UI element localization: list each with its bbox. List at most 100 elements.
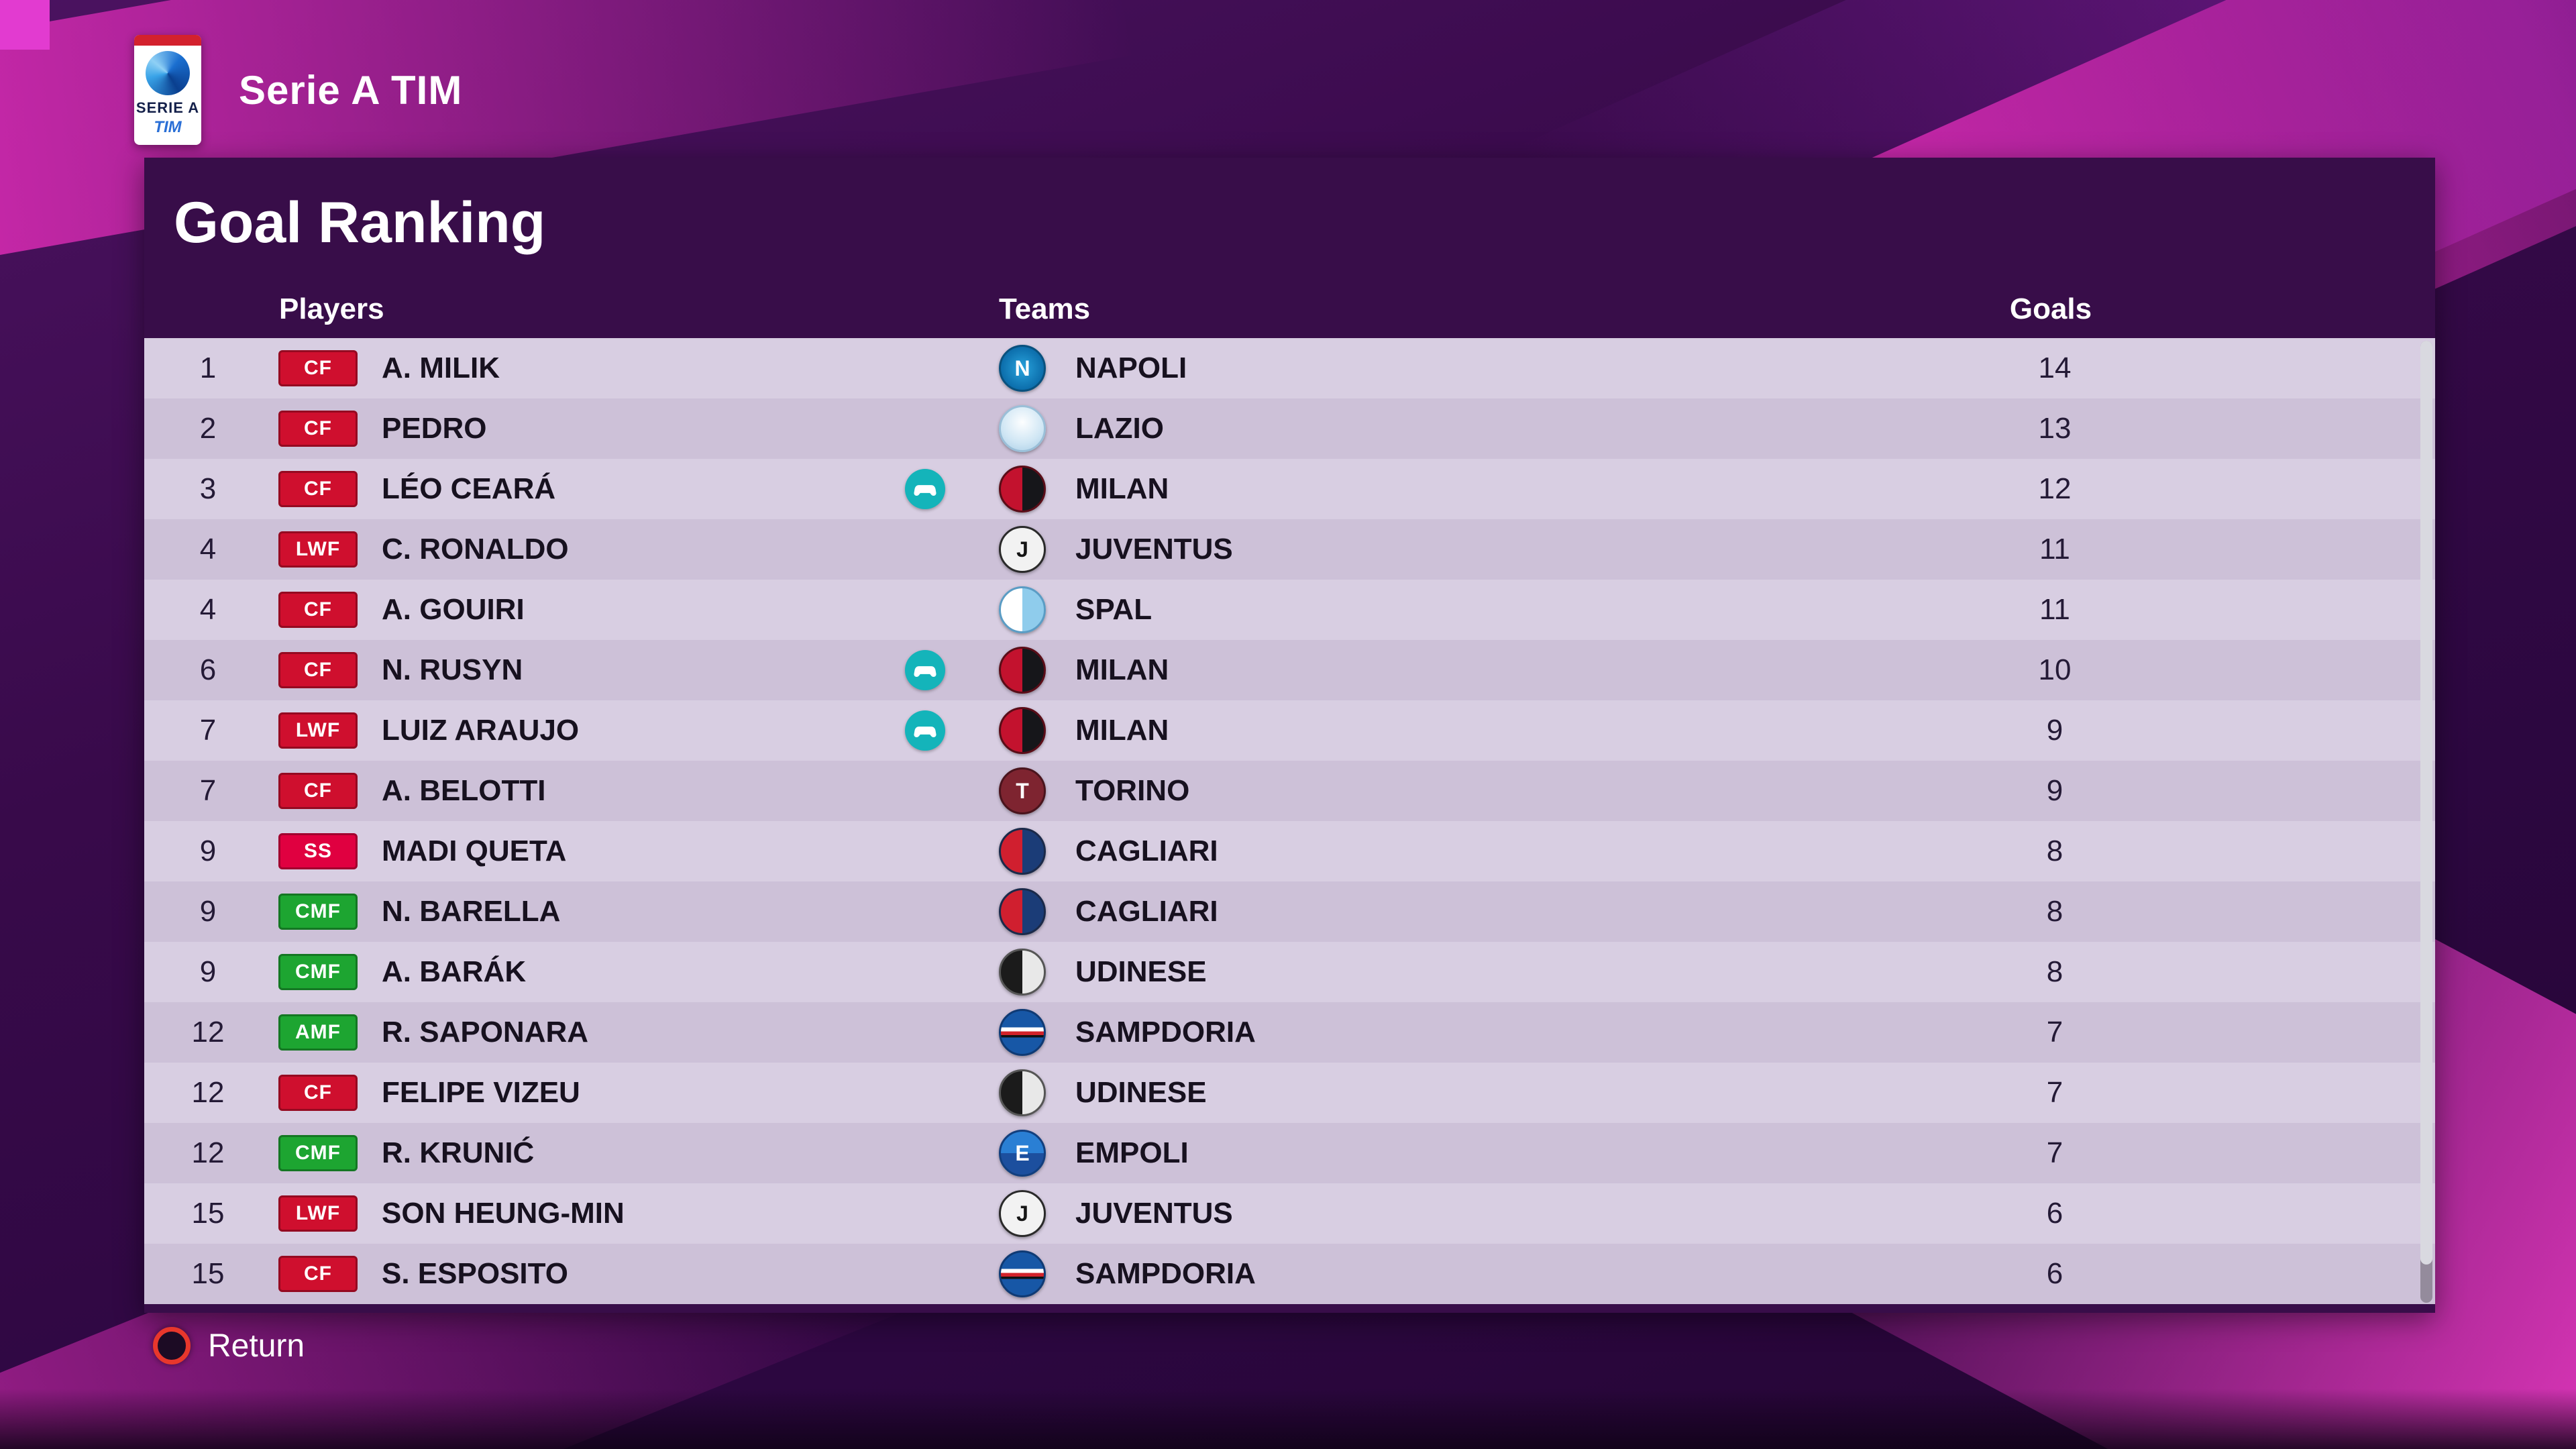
page-title: Goal Ranking [174,191,546,255]
position-badge: SS [278,833,358,869]
goal-ranking-panel: Goal Ranking Players Teams Goals 1 CF A.… [144,158,2435,1313]
team-name: EMPOLI [1075,1136,1189,1169]
rank: 9 [199,955,217,988]
team-logo-torino: T [999,767,1046,814]
team-logo-udinese [999,1069,1046,1116]
player-name: R. KRUNIĆ [382,1136,535,1169]
position-badge: CF [278,773,358,809]
goals-value: 7 [2046,1076,2063,1109]
rank: 12 [191,1016,225,1049]
table-row[interactable]: 4 LWF C. RONALDO J JUVENTUS 11 [144,519,2435,580]
table-row[interactable]: 12 CMF R. KRUNIĆ E EMPOLI 7 [144,1123,2435,1183]
team-logo-cagliari [999,888,1046,935]
team-logo-milan [999,647,1046,694]
position-badge: CF [278,411,358,447]
column-header-goals: Goals [2009,292,2092,325]
position-badge: LWF [278,712,358,749]
position-badge: CF [278,471,358,507]
table-row[interactable]: 2 CF PEDRO LAZIO 13 [144,398,2435,459]
team-name: TORINO [1075,774,1190,807]
goals-value: 8 [2046,955,2063,988]
rank: 6 [199,653,217,686]
table-row[interactable]: 1 CF A. MILIK N NAPOLI 14 [144,338,2435,398]
return-button[interactable]: Return [153,1327,305,1364]
tim-logo-text: TIM [154,118,182,136]
rank: 7 [199,714,217,747]
rank: 15 [191,1257,225,1290]
team-logo-juventus: J [999,1190,1046,1237]
table-row[interactable]: 15 CF S. ESPOSITO SAMPDORIA 6 [144,1244,2435,1304]
player-name: A. BARÁK [382,955,527,988]
player-name: PEDRO [382,412,487,445]
table-row[interactable]: 9 CMF N. BARELLA CAGLIARI 8 [144,881,2435,942]
player-name: S. ESPOSITO [382,1257,568,1290]
column-header-teams: Teams [999,292,1091,325]
goals-value: 9 [2046,774,2063,807]
goals-value: 11 [2039,533,2070,566]
serie-a-logo-band [134,35,201,46]
team-name: CAGLIARI [1075,895,1218,928]
serie-a-logo-text: SERIE A [136,99,200,116]
table-row[interactable]: 9 SS MADI QUETA CAGLIARI 8 [144,821,2435,881]
rank: 12 [191,1136,225,1169]
rank: 12 [191,1076,225,1109]
team-name: MILAN [1075,653,1169,686]
goals-value: 7 [2046,1136,2063,1169]
team-name: CAGLIARI [1075,835,1218,867]
team-logo-sampdoria [999,1009,1046,1056]
team-logo-milan [999,466,1046,513]
goals-value: 10 [2038,653,2072,686]
team-name: SPAL [1075,593,1152,626]
scrollbar-thumb[interactable] [2420,341,2432,1265]
team-name: NAPOLI [1075,352,1187,384]
table-row[interactable]: 6 CF N. RUSYN MILAN 10 [144,640,2435,700]
team-name: UDINESE [1075,955,1207,988]
position-badge: CMF [278,954,358,990]
position-badge: CF [278,1075,358,1111]
table-row[interactable]: 7 CF A. BELOTTI T TORINO 9 [144,761,2435,821]
table-row[interactable]: 9 CMF A. BARÁK UDINESE 8 [144,942,2435,1002]
team-logo-empoli: E [999,1130,1046,1177]
gamepad-icon [905,650,945,690]
table-row[interactable]: 4 CF A. GOUIRI SPAL 11 [144,580,2435,640]
team-name: SAMPDORIA [1075,1257,1256,1290]
rank: 1 [199,352,217,384]
goals-value: 8 [2046,895,2063,928]
table-row[interactable]: 3 CF LÉO CEARÁ MILAN 12 [144,459,2435,519]
team-name: MILAN [1075,472,1169,505]
player-name: A. MILIK [382,352,500,384]
scrollbar[interactable] [2420,341,2432,1303]
top-bar: SERIE A TIM Serie A TIM [134,35,462,145]
goals-value: 6 [2046,1257,2063,1290]
team-logo-juventus: J [999,526,1046,573]
team-logo-cagliari [999,828,1046,875]
goals-value: 12 [2038,472,2072,505]
goals-value: 13 [2038,412,2072,445]
rank: 9 [199,835,217,867]
table-row[interactable]: 7 LWF LUIZ ARAUJO MILAN 9 [144,700,2435,761]
player-name: SON HEUNG-MIN [382,1197,625,1230]
player-name: C. RONALDO [382,533,569,566]
table-row[interactable]: 15 LWF SON HEUNG-MIN J JUVENTUS 6 [144,1183,2435,1244]
table-row[interactable]: 12 AMF R. SAPONARA SAMPDORIA 7 [144,1002,2435,1063]
rank: 3 [199,472,217,505]
serie-a-logo: SERIE A TIM [134,35,201,145]
rank: 15 [191,1197,225,1230]
position-badge: CF [278,1256,358,1292]
column-headers: Players Teams Goals [144,287,2435,338]
position-badge: CF [278,652,358,688]
goals-value: 6 [2046,1197,2063,1230]
rank: 4 [199,533,217,566]
rank: 4 [199,593,217,626]
position-badge: CF [278,592,358,628]
player-name: FELIPE VIZEU [382,1076,580,1109]
player-name: A. BELOTTI [382,774,546,807]
team-name: LAZIO [1075,412,1164,445]
team-name: SAMPDORIA [1075,1016,1256,1049]
player-name: N. RUSYN [382,653,523,686]
gamepad-icon [905,710,945,751]
table-row[interactable]: 12 CF FELIPE VIZEU UDINESE 7 [144,1063,2435,1123]
team-name: UDINESE [1075,1076,1207,1109]
goals-value: 8 [2046,835,2063,867]
